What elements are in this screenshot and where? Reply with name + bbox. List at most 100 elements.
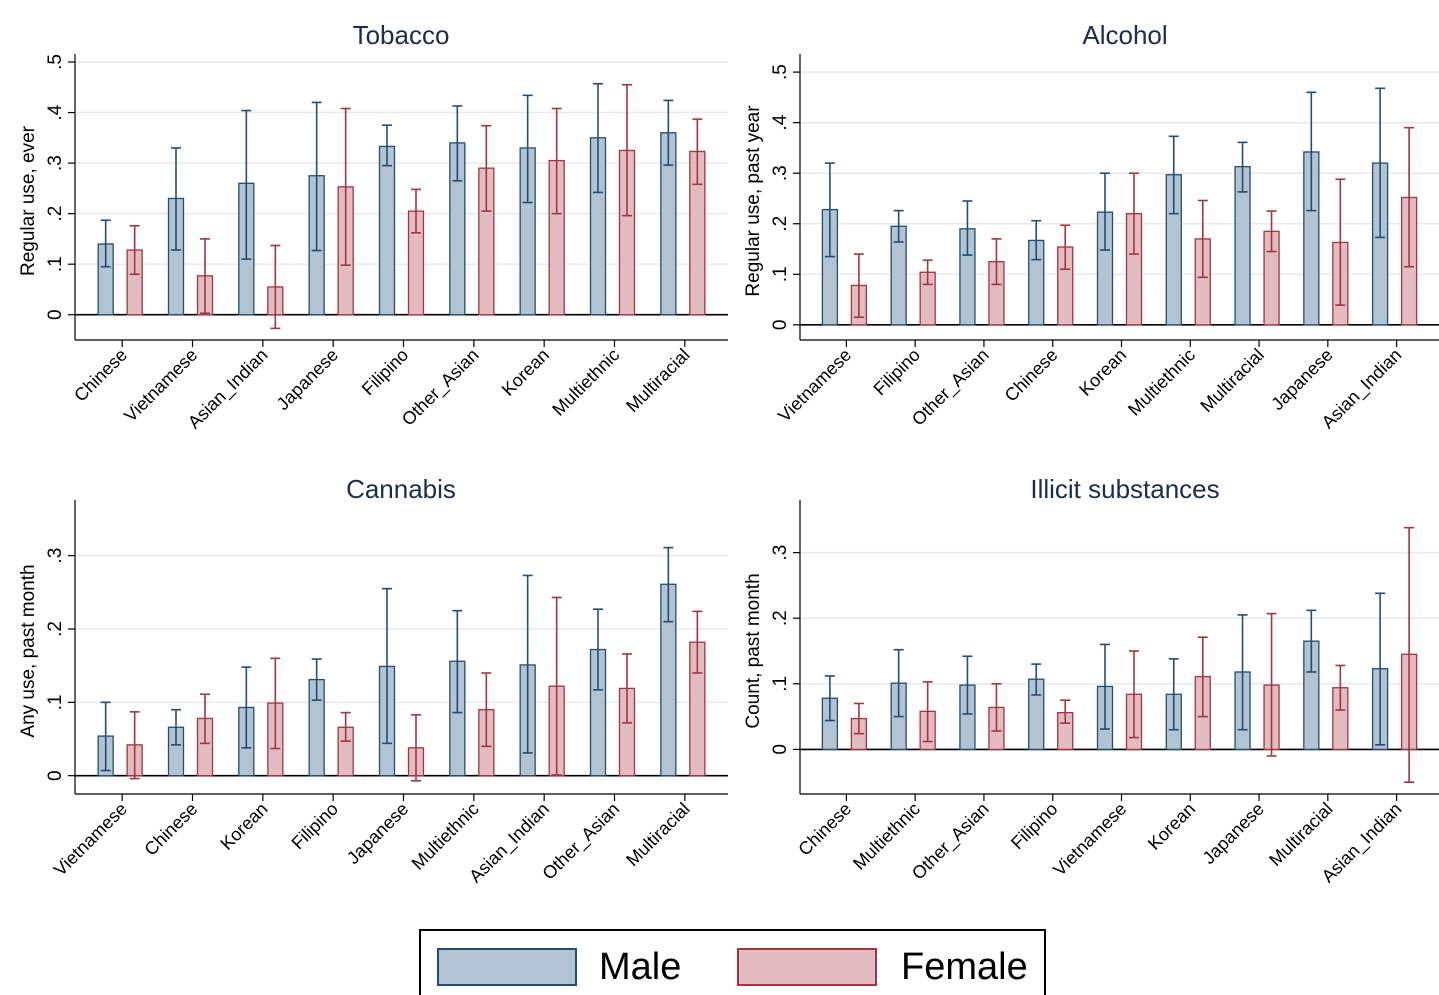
cannabis-ytick-label: .3 [45,548,66,564]
tobacco-errorbar-male-multiracial [663,99,674,166]
cannabis-xtick-label-filipino: Filipino [288,799,342,853]
cannabis-grid [75,554,728,704]
alcohol-ylabel: Regular use, past year [743,105,764,297]
tobacco-errorbar-male-korean [522,94,533,204]
illicit-substances-errorbar-female-other-asian [991,682,1002,732]
tobacco-errorbar-male-asian-indian [241,109,252,260]
alcohol-errorbar-female-chinese [1060,224,1071,271]
chart-illicit-substances: Illicit substances 0 .1 .2 .3 Count, past mon… [743,474,1439,887]
alcohol-errorbar-male-japanese [1306,91,1317,212]
legend-male-label: Male [599,946,682,988]
alcohol-ytick-label: 0 [770,320,791,331]
cannabis-errorbar-female-japanese [411,714,421,782]
tobacco-ytick-label: .5 [45,54,66,70]
tobacco-errorbar-female-asian-indian [270,244,281,330]
cannabis-errorbar-male-multiracial [663,546,674,623]
alcohol-errorbar-female-korean [1129,172,1139,255]
cannabis-errorbar-female-korean [270,657,281,750]
illicit-substances-errorbar-female-japanese [1266,612,1277,757]
cannabis-xtick-label-multiracial: Multiracial [622,799,693,870]
alcohol-errorbar-female-filipino [922,259,933,286]
chart-tobacco: Tobacco 0 .1 .2 .3 .4 .5 Regular use, ever Chine… [18,20,728,433]
tobacco-xtick-label-multiracial: Multiracial [622,345,693,416]
alcohol-errorbar-female-multiracial [1266,210,1277,253]
illicit-substances-errorbar-male-japanese [1237,614,1248,731]
tobacco-xtick-label-japanese: Japanese [273,345,342,414]
cannabis-xtick-label-korean: Korean [216,799,271,854]
cannabis-errorbar-male-vietnamese [100,701,111,772]
alcohol-errorbar-female-multiethnic [1197,199,1208,279]
alcohol-xtick-label-korean: Korean [1075,345,1130,400]
tobacco-errorbar-female-other-asian [481,124,492,212]
alcohol-errorbar-male-vietnamese [824,162,835,258]
tobacco-xtick-label-multiethnic: Multiethnic [548,345,623,420]
cannabis-errorbar-male-japanese [382,587,392,745]
cannabis-errorbar-female-vietnamese [129,711,140,780]
alcohol-errorbar-male-chinese [1031,219,1042,261]
legend-male-swatch [437,948,577,986]
alcohol-xtick-label-japanese: Japanese [1267,345,1336,414]
illicit-substances-errorbar-male-asian-indian [1375,592,1386,746]
tobacco-ytick-label: .4 [45,104,66,120]
cannabis-title: Cannabis [346,474,456,504]
cannabis-errorbar-male-other-asian [593,608,603,691]
panel-alcohol: Alcohol 0 .1 .2 .3 .4 .5 Regular use, past year… [735,10,1439,462]
illicit-substances-errorbar-female-asian-indian [1404,526,1415,783]
alcohol-errorbar-male-asian-indian [1375,87,1386,239]
chart-cannabis: Cannabis 0 .1 .2 .3 Any use, past month Vietna… [18,474,728,887]
illicit-substances-ytick-label: .1 [770,676,791,692]
alcohol-xtick-label-filipino: Filipino [870,345,924,399]
tobacco-ytick-label: .1 [45,256,66,272]
illicit-substances-errorbar-female-korean [1197,636,1208,718]
illicit-substances-errorbar-female-multiethnic [922,681,933,743]
illicit-substances-xtick-label-multiracial: Multiracial [1265,799,1336,870]
cannabis-errorbar-female-other-asian [622,653,632,724]
panel-illicit-substances: Illicit substances 0 .1 .2 .3 Count, past mon… [735,464,1439,916]
cannabis-errorbar-female-chinese [200,693,210,745]
tobacco-ytick-label: .2 [45,206,66,222]
alcohol-xtick-label-chinese: Chinese [1001,345,1062,406]
tobacco-errorbar-female-multiethnic [622,83,632,217]
illicit-substances-errorbar-male-vietnamese [1100,643,1110,730]
illicit-substances-errorbar-male-chinese [824,675,835,722]
cannabis-xtick-label-japanese: Japanese [343,799,412,868]
tobacco-errorbar-female-japanese [340,107,351,266]
illicit-substances-xtick-label-multiethnic: Multiethnic [849,799,924,874]
tobacco-xtick-label-korean: Korean [498,345,553,400]
cannabis-ytick-label: 0 [45,770,66,781]
cannabis-errorbar-male-multiethnic [452,609,463,714]
tobacco-errorbar-male-vietnamese [171,147,181,251]
cannabis-errorbar-male-chinese [171,708,181,746]
tobacco-errorbar-female-multiracial [692,118,703,186]
alcohol-ytick-label: .1 [770,266,791,282]
alcohol-xtick-label-multiethnic: Multiethnic [1124,345,1199,420]
tobacco-errorbar-male-chinese [100,219,111,268]
illicit-substances-ytick-label: .2 [770,610,791,626]
alcohol-errorbar-female-other-asian [991,238,1002,286]
alcohol-xtick-label-vietnamese: Vietnamese [774,345,855,426]
cannabis-ytick-label: .1 [45,694,66,710]
legend: Male Female [419,929,1046,995]
cannabis-xtick-label-chinese: Chinese [140,799,201,860]
tobacco-ylabel: Regular use, ever [18,125,39,276]
tobacco-errorbar-female-vietnamese [200,238,210,315]
alcohol-ytick-label: .5 [770,64,791,80]
illicit-substances-errorbar-male-other-asian [962,655,973,715]
alcohol-ytick-label: .2 [770,216,791,232]
illicit-substances-xtick-label-vietnamese: Vietnamese [1049,799,1130,880]
alcohol-errorbar-male-multiethnic [1168,135,1179,215]
illicit-substances-xtick-label-japanese: Japanese [1199,799,1268,868]
alcohol-errorbar-female-asian-indian [1404,126,1415,268]
tobacco-errorbar-male-filipino [382,124,392,167]
cannabis-errorbar-female-multiethnic [481,672,492,748]
illicit-substances-ylabel: Count, past month [743,573,764,728]
legend-female-swatch [737,948,877,986]
illicit-substances-errorbar-female-filipino [1060,699,1071,724]
alcohol-ytick-label: .4 [770,114,791,130]
tobacco-errorbar-female-chinese [129,224,140,276]
tobacco-xtick-label-filipino: Filipino [358,345,412,399]
alcohol-errorbar-male-multiracial [1237,141,1248,193]
illicit-substances-errorbar-female-chinese [853,702,864,735]
tobacco-ytick-label: .3 [45,155,66,171]
illicit-substances-xtick-label-korean: Korean [1144,799,1199,854]
